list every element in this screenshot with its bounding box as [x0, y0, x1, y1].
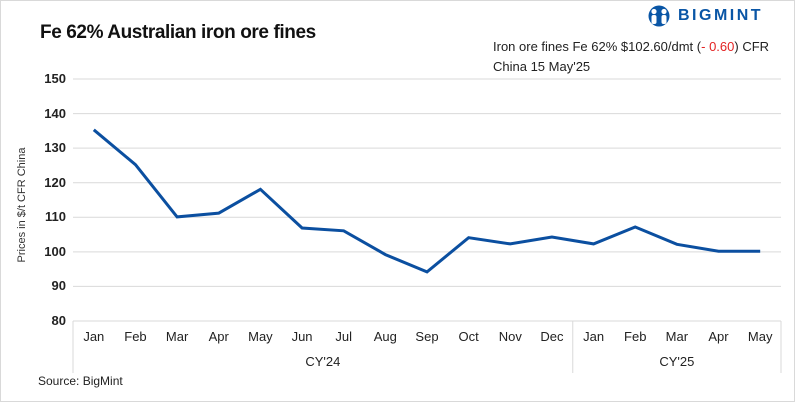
- x-tick-label: Nov: [498, 329, 522, 344]
- x-tick-label: Jul: [335, 329, 353, 344]
- y-tick-label: 130: [44, 140, 66, 156]
- x-tick-label: Sep: [415, 329, 439, 344]
- price-annotation: Iron ore fines Fe 62% $102.60/dmt (- 0.6…: [493, 37, 769, 77]
- price-annotation-line2: China 15 May'25: [493, 59, 591, 74]
- x-group-label: CY'25: [659, 354, 695, 369]
- y-tick-label: 100: [44, 243, 66, 259]
- x-tick-label: Apr: [708, 329, 729, 344]
- x-tick-label: Mar: [665, 329, 689, 344]
- price-line: [92, 128, 761, 274]
- x-group-label: CY'24: [305, 354, 341, 369]
- x-tick-label: Jan: [583, 329, 605, 344]
- y-tick-label: 140: [44, 105, 66, 121]
- y-tick-label: 110: [45, 209, 66, 225]
- bigmint-people-icon: [648, 5, 670, 27]
- x-tick-label: Apr: [208, 329, 229, 344]
- x-tick-label: Aug: [373, 329, 397, 344]
- price-change: - 0.60: [701, 39, 735, 54]
- price-annotation-line1: Iron ore fines Fe 62% $102.60/dmt (- 0.6…: [493, 39, 770, 54]
- x-tick-label: Feb: [624, 329, 647, 344]
- y-tick-label: 150: [44, 71, 66, 86]
- bigmint-logo: BIGMINT: [646, 5, 763, 27]
- x-tick-label: Feb: [124, 329, 147, 344]
- source-note: Source: BigMint: [38, 374, 123, 388]
- x-tick-label: Jun: [291, 329, 313, 344]
- y-tick-label: 120: [44, 174, 66, 190]
- x-tick-label: Dec: [540, 329, 564, 344]
- x-tick-label: Mar: [165, 329, 189, 344]
- y-tick-label: 80: [51, 313, 66, 328]
- chart-title: Fe 62% Australian iron ore fines: [40, 22, 316, 43]
- x-tick-label: Oct: [458, 329, 479, 344]
- logo-text: BIGMINT: [678, 7, 764, 24]
- x-tick-label: May: [248, 329, 273, 344]
- x-tick-label: May: [747, 329, 773, 344]
- x-tick-label: Jan: [83, 329, 105, 344]
- y-tick-label: 90: [51, 278, 66, 294]
